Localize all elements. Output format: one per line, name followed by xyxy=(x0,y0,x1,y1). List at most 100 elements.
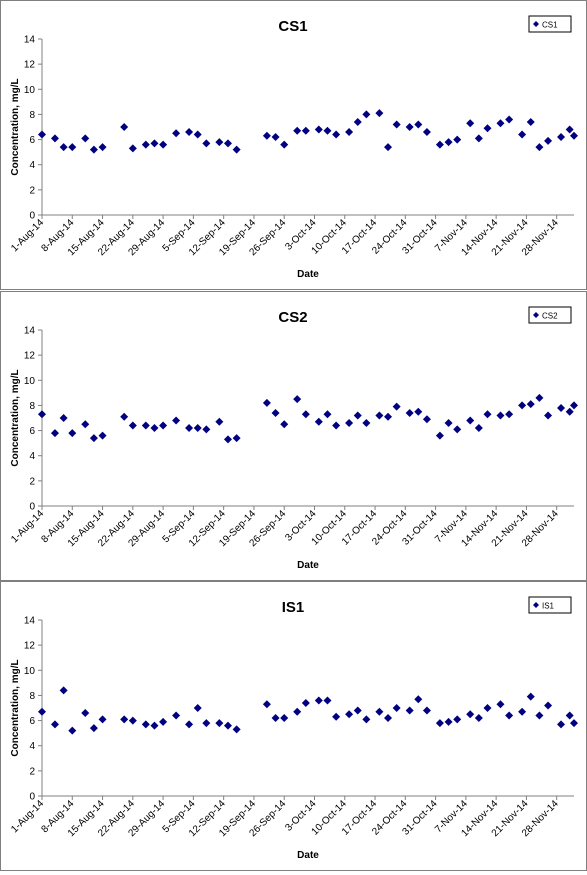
data-point xyxy=(565,407,574,416)
data-point xyxy=(38,410,46,419)
y-tick-label: 10 xyxy=(24,85,36,96)
data-point xyxy=(453,135,462,144)
legend: CS2 xyxy=(528,306,572,324)
legend-label: CS2 xyxy=(542,312,558,321)
data-point xyxy=(159,717,168,726)
data-point xyxy=(314,696,323,705)
y-tick-label: 0 xyxy=(29,792,35,803)
data-point xyxy=(323,410,332,419)
data-point xyxy=(435,431,444,440)
chart-cs1: CS1024681012141-Aug-148-Aug-1415-Aug-142… xyxy=(9,15,578,280)
data-point xyxy=(332,421,341,430)
data-point xyxy=(150,721,159,730)
data-point xyxy=(193,704,202,712)
legend-label: CS1 xyxy=(542,21,558,30)
data-point xyxy=(483,410,492,419)
data-point xyxy=(59,143,68,152)
data-point xyxy=(59,686,68,695)
data-point xyxy=(362,715,371,724)
data-point xyxy=(159,140,168,149)
y-tick-label: 12 xyxy=(24,641,36,652)
legend-marker xyxy=(533,312,539,318)
data-point xyxy=(50,134,59,143)
data-point xyxy=(223,721,232,730)
data-point xyxy=(301,126,310,135)
data-point xyxy=(362,110,371,119)
y-axis-label: Concentration, mg/L xyxy=(10,659,21,756)
y-tick-label: 12 xyxy=(24,351,36,362)
data-point xyxy=(262,131,271,140)
data-point xyxy=(544,701,553,710)
data-point xyxy=(159,421,168,430)
data-point xyxy=(185,424,194,433)
y-axis-label: Concentration, mg/L xyxy=(10,369,21,466)
data-point xyxy=(518,130,527,139)
data-point xyxy=(392,402,401,411)
chart-cs2: CS2024681012141-Aug-148-Aug-1415-Aug-142… xyxy=(9,306,578,571)
data-point xyxy=(353,117,362,126)
data-point xyxy=(392,704,401,712)
legend: CS1 xyxy=(528,15,572,33)
data-point xyxy=(323,126,332,135)
y-tick-label: 2 xyxy=(29,185,35,196)
data-point xyxy=(150,139,159,148)
data-point xyxy=(535,711,544,720)
data-point xyxy=(405,706,414,715)
data-point xyxy=(98,143,107,152)
data-point xyxy=(280,140,289,149)
y-tick-label: 6 xyxy=(29,135,35,146)
y-tick-label: 14 xyxy=(24,616,36,627)
data-point xyxy=(185,720,194,729)
y-tick-label: 14 xyxy=(24,326,36,337)
data-point xyxy=(375,411,384,420)
legend-label: IS1 xyxy=(542,602,555,611)
data-point xyxy=(202,139,211,148)
data-point xyxy=(375,109,384,118)
data-point xyxy=(565,711,574,720)
data-point xyxy=(280,714,289,723)
data-point xyxy=(345,710,354,719)
y-tick-label: 2 xyxy=(29,476,35,487)
data-point xyxy=(59,414,68,422)
data-point xyxy=(202,425,211,434)
data-point xyxy=(68,726,77,735)
data-point xyxy=(81,134,90,143)
data-point xyxy=(301,698,310,707)
data-point xyxy=(496,411,505,420)
chart-title: CS2 xyxy=(278,309,307,326)
data-point xyxy=(444,717,453,726)
y-tick-label: 0 xyxy=(29,502,35,513)
y-tick-label: 4 xyxy=(29,160,35,171)
y-tick-label: 12 xyxy=(24,60,36,71)
data-point xyxy=(38,707,46,716)
data-point xyxy=(314,125,323,134)
data-point xyxy=(232,145,241,154)
data-point xyxy=(384,714,393,723)
data-point xyxy=(544,136,553,145)
data-point xyxy=(362,419,371,428)
data-point xyxy=(466,416,475,425)
data-point xyxy=(38,130,46,139)
data-point xyxy=(544,411,553,420)
data-point xyxy=(293,707,302,716)
data-point xyxy=(505,410,514,419)
data-point xyxy=(422,706,431,715)
data-point xyxy=(150,424,159,433)
data-point xyxy=(271,408,280,417)
data-point xyxy=(98,715,107,724)
y-tick-label: 10 xyxy=(24,666,36,677)
data-point xyxy=(435,140,444,149)
data-point xyxy=(474,424,483,433)
x-axis-label: Date xyxy=(297,269,319,280)
data-point xyxy=(557,720,566,729)
data-point xyxy=(120,715,129,724)
data-point xyxy=(414,407,423,416)
data-point xyxy=(353,706,362,715)
data-point xyxy=(323,696,332,705)
y-tick-label: 2 xyxy=(29,766,35,777)
data-point xyxy=(89,434,98,443)
legend: IS1 xyxy=(528,596,572,614)
data-point xyxy=(128,716,137,725)
data-point xyxy=(332,712,341,721)
data-point xyxy=(483,124,492,133)
